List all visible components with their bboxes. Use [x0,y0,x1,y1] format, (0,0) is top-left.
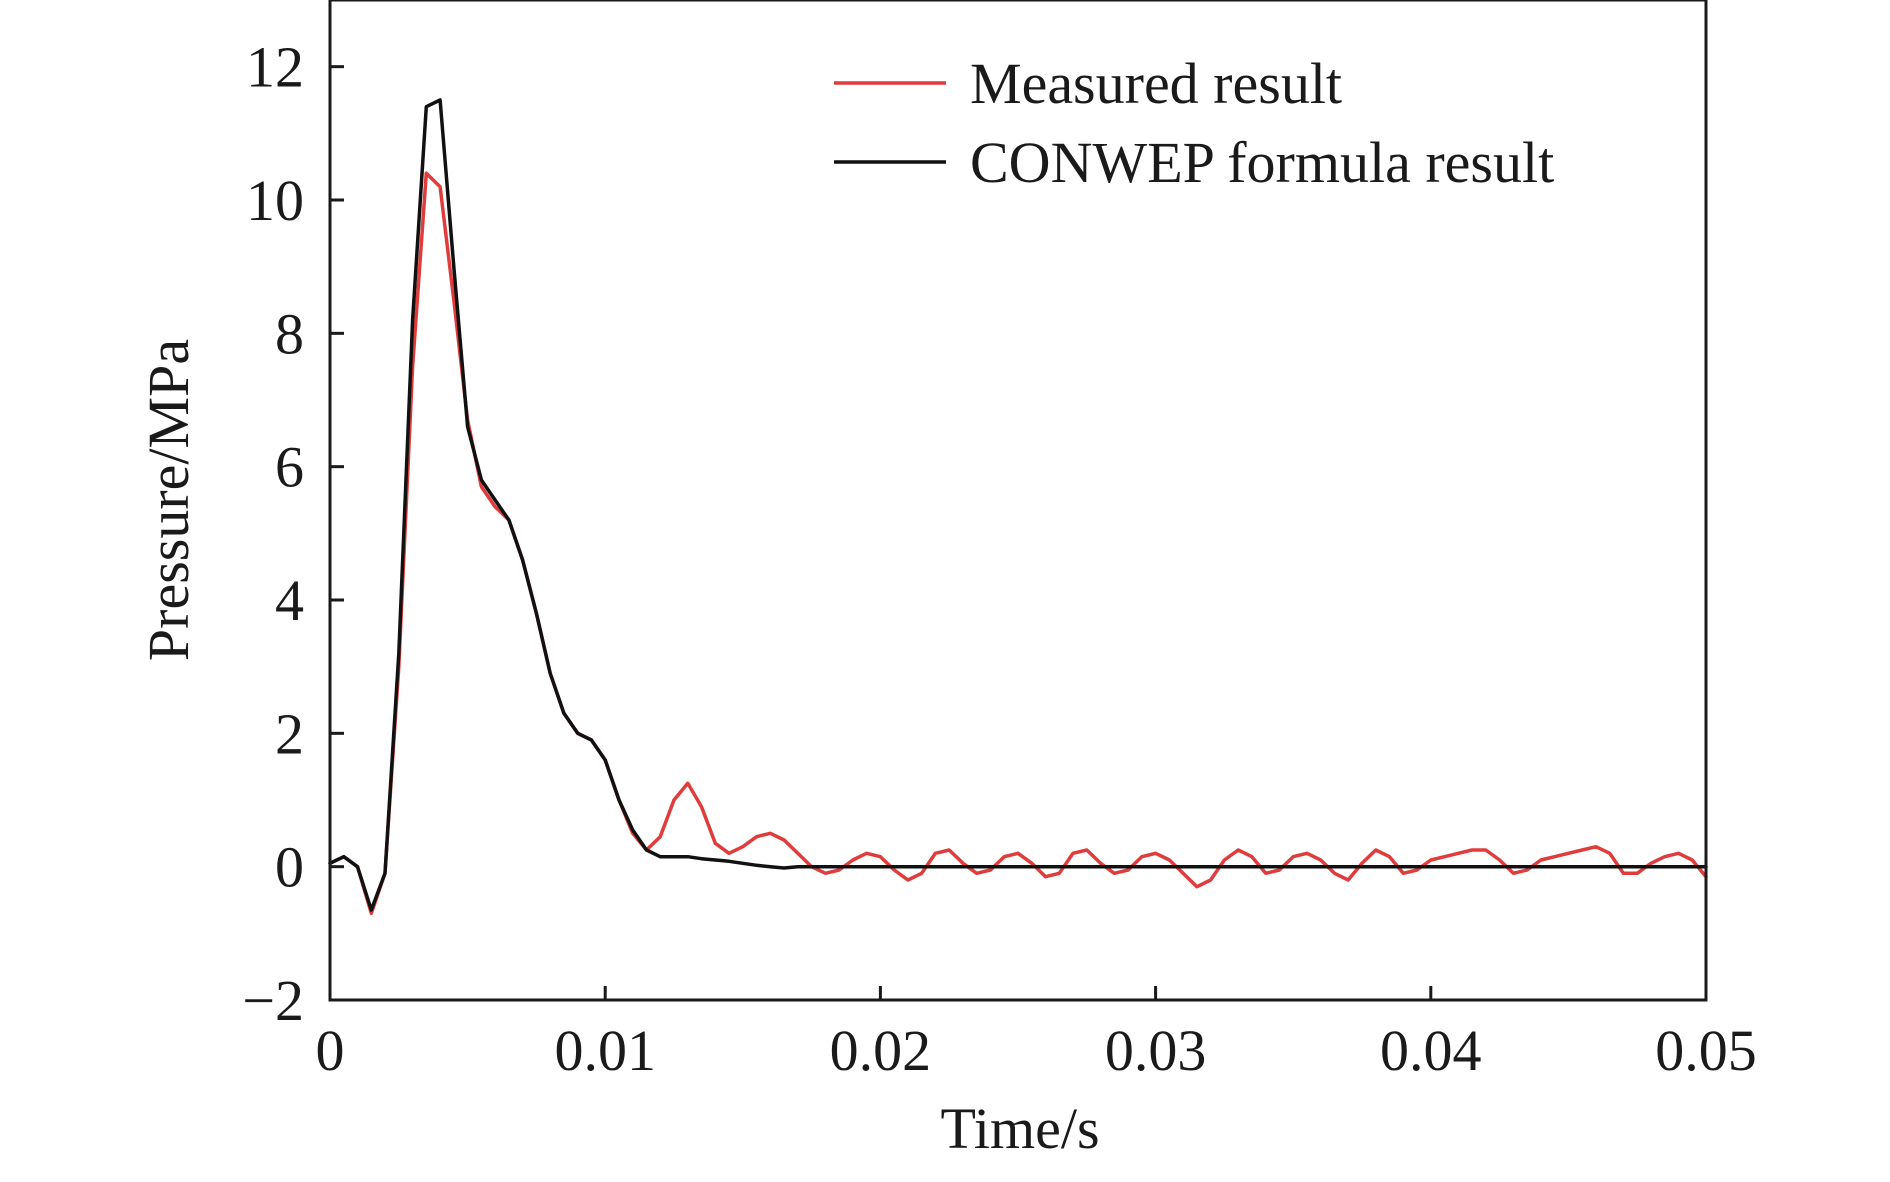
y-axis-title: Pressure/MPa [136,339,201,661]
plot-area [328,98,1708,916]
legend-label-conwep: CONWEP formula result [970,130,1554,195]
y-tick-label: 0 [275,835,304,900]
legend: Measured result CONWEP formula result [834,51,1554,195]
x-tick-label: 0.02 [830,1018,932,1083]
x-axis-title: Time/s [940,1096,1099,1161]
x-tick-label: 0.01 [554,1018,656,1083]
x-tick-label: 0.03 [1105,1018,1207,1083]
y-tick-label: 6 [275,435,304,500]
y-tick-label: 10 [246,168,304,233]
series-line-conwep [328,98,1708,912]
y-tick-label: 2 [275,701,304,766]
y-tick-label: 12 [246,35,304,100]
y-tick-label: 8 [275,301,304,366]
legend-label-measured: Measured result [970,51,1342,116]
plot-frame [328,0,1708,1002]
x-tick-label: 0.05 [1655,1018,1757,1083]
x-tick-label: 0 [316,1018,345,1083]
y-tick-label: 4 [275,568,304,633]
series-line-measured [328,171,1708,916]
y-tick-label: −2 [242,968,304,1033]
x-tick-label: 0.04 [1380,1018,1482,1083]
